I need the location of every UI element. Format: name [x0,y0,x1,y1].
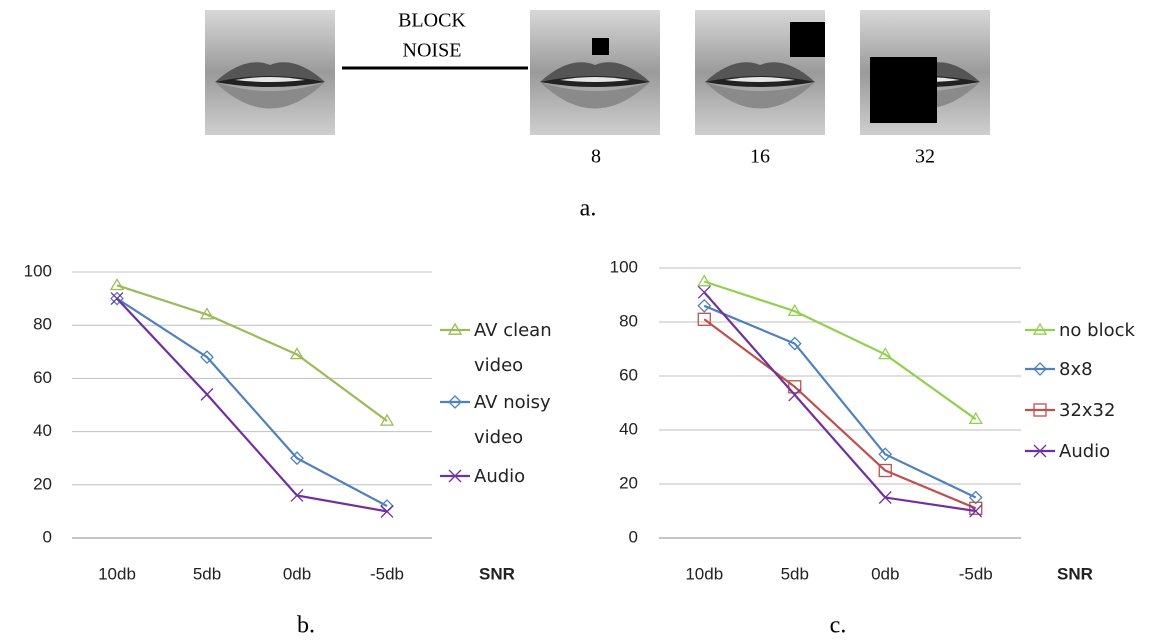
y-tick-label: 20 [33,474,52,493]
figure-svg: BLOCK NOISE 8 16 32 a. 0 20 40 60 80 100 10db 5… [0,0,1176,641]
x-tick-label: 10db [685,564,723,583]
marker [201,388,213,400]
marker [111,279,123,289]
block-size: 32 [915,146,935,168]
caption: b. [297,613,315,639]
block-text: NOISE [403,40,462,62]
block-size: 8 [591,146,601,168]
y-tick-label: 40 [619,419,638,438]
legend-label: no block [1059,313,1176,348]
x-tick-label: 5db [193,564,221,583]
series-line [117,299,387,506]
x-tick-label: 0db [283,564,311,583]
mouth-images [205,10,990,135]
series-line [704,319,976,508]
x-tick-label: -5db [370,564,404,583]
marker [698,286,710,298]
x-axis-label: SNR [479,564,515,583]
x-axis-label: SNR [1057,564,1093,583]
x-tick-label: 10db [98,564,136,583]
y-tick-label: 0 [43,527,52,546]
legend-label: 8x8 [1059,352,1176,387]
legend-label: 32x32 [1059,393,1176,428]
x-tick-label: 0db [871,564,899,583]
series-line [704,306,976,498]
y-tick-label: 60 [619,365,638,384]
y-tick-label: 100 [24,261,52,280]
marker [789,389,801,401]
caption: a. [580,196,597,222]
y-tick-label: 20 [619,473,638,492]
block-text: BLOCK [398,10,466,32]
caption: c. [830,613,847,639]
legend-label: AV noisy video [474,385,569,455]
legend-label: Audio [474,459,569,494]
y-tick-label: 0 [629,527,638,546]
legend-label: Audio [1059,434,1176,469]
series-line [117,285,387,421]
y-tick-label: 40 [33,421,52,440]
y-tick-label: 100 [610,257,638,276]
y-tick-label: 80 [619,311,638,330]
block-size: 16 [750,146,770,168]
x-tick-label: -5db [959,564,993,583]
y-tick-label: 60 [33,368,52,387]
series-line [117,299,387,512]
figure: BLOCK NOISE 8 16 32 a. 0 20 40 60 80 100 10db 5… [0,0,1176,641]
marker [698,276,710,286]
marker [111,293,123,305]
y-tick-label: 80 [33,315,52,334]
x-tick-label: 5db [781,564,809,583]
legend-label: AV clean video [474,313,569,383]
